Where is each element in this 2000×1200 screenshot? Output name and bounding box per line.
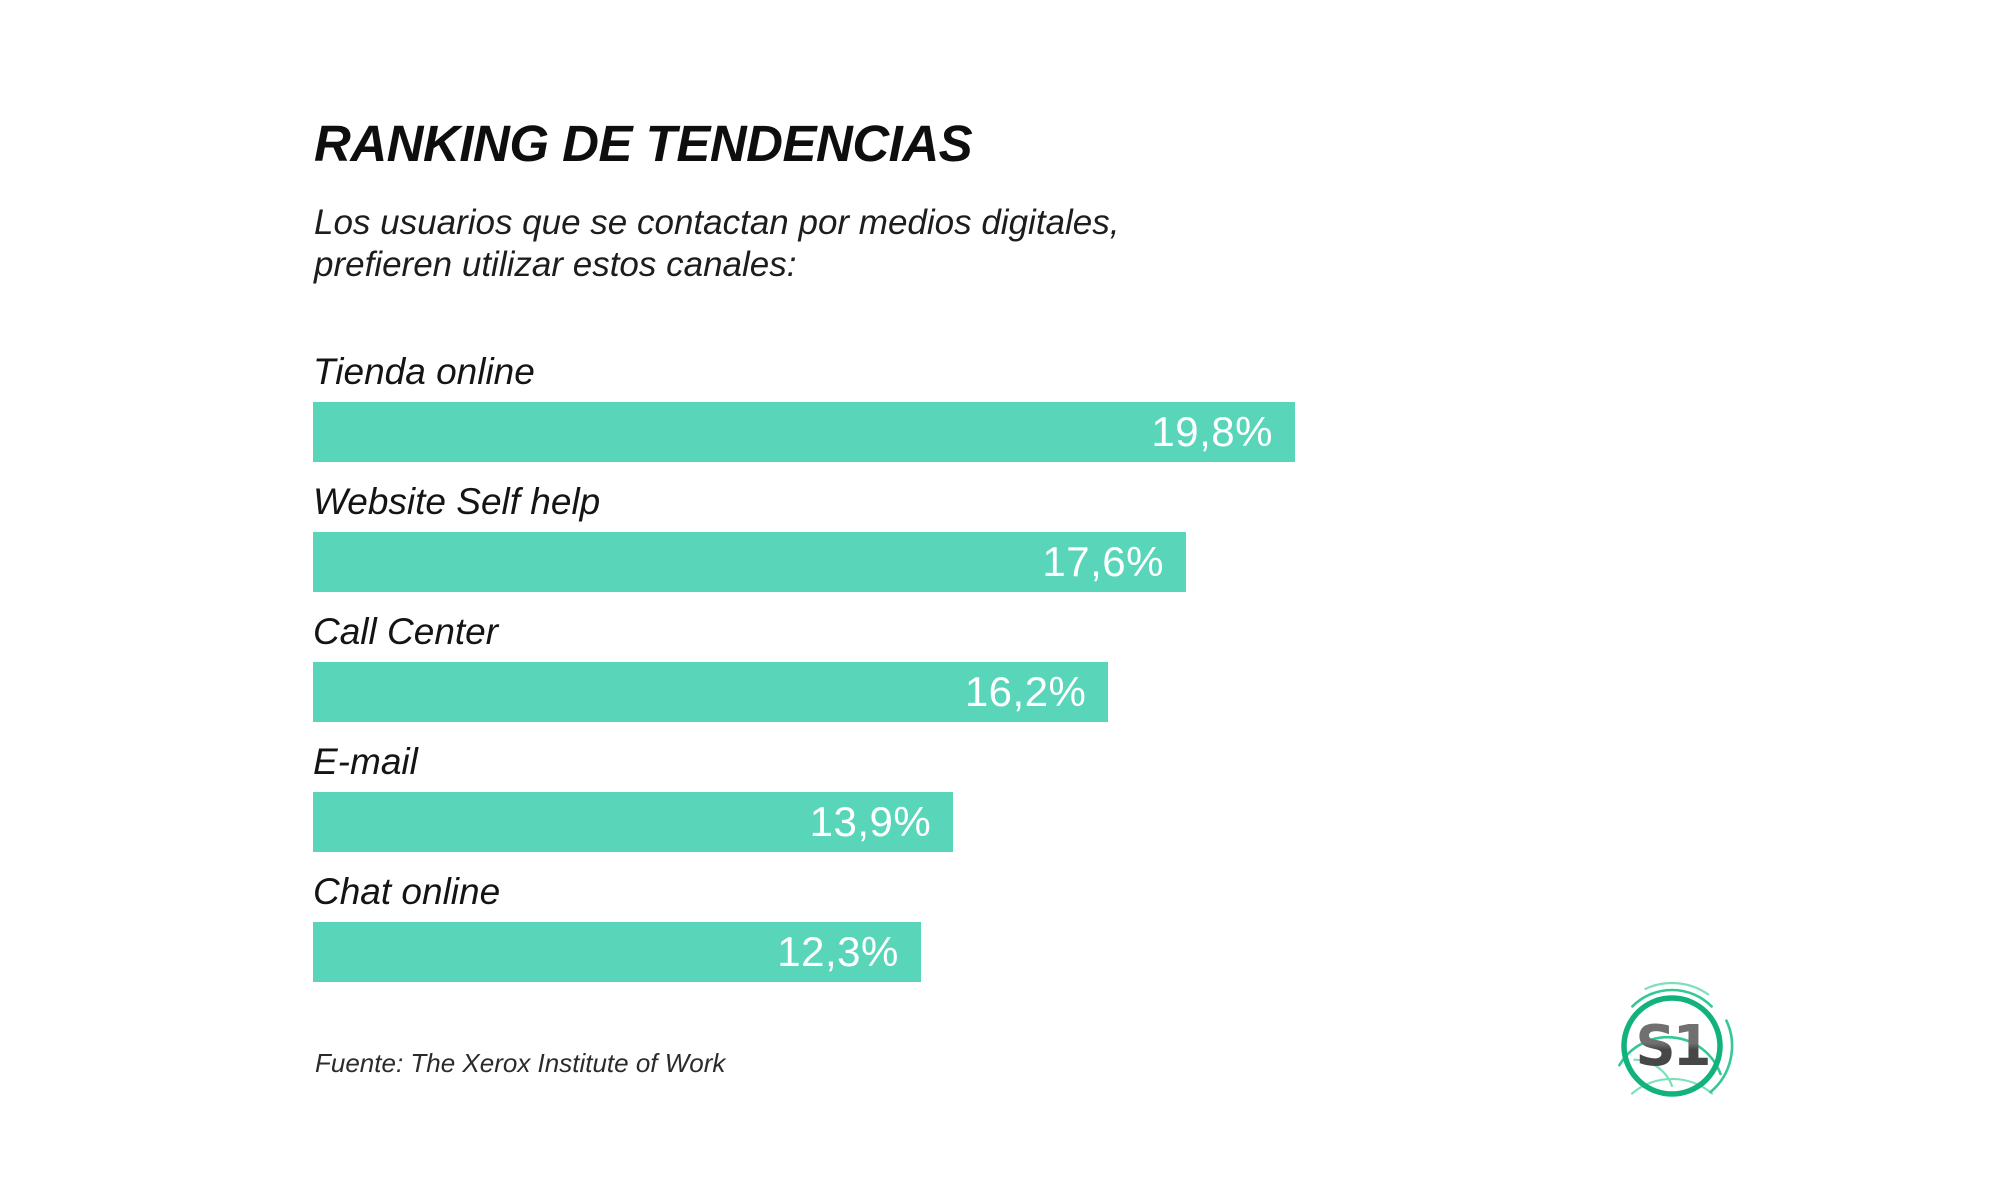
source-note: Fuente: The Xerox Institute of Work bbox=[315, 1048, 726, 1078]
bar: 13,9% bbox=[313, 792, 954, 852]
bar-chart: Tienda online 19,8% Website Self help 17… bbox=[313, 333, 1295, 983]
logo-arc-top-outer-icon bbox=[1644, 981, 1710, 996]
bar-category-label: Call Center bbox=[313, 611, 499, 652]
bar-value-label: 17,6% bbox=[1042, 538, 1164, 585]
bar: 17,6% bbox=[313, 532, 1186, 592]
logo-arc-top-icon bbox=[1631, 988, 1713, 1008]
chart-row: Website Self help 17,6% bbox=[313, 463, 1295, 593]
subtitle-line-2: prefieren utilizar estos canales: bbox=[314, 245, 797, 284]
bar: 12,3% bbox=[313, 922, 921, 982]
bar-value-label: 16,2% bbox=[964, 668, 1087, 715]
bar-value-label: 12,3% bbox=[777, 928, 899, 975]
bar-category-label: Website Self help bbox=[313, 481, 601, 522]
bar-value-label: 13,9% bbox=[809, 798, 932, 845]
bar-category-label: Chat online bbox=[313, 871, 501, 912]
s1-logo: S1 bbox=[1592, 966, 1752, 1126]
logo-text: S1 bbox=[1635, 1014, 1708, 1079]
bar: 16,2% bbox=[313, 662, 1109, 722]
page-title: RANKING DE TENDENCIAS bbox=[314, 115, 973, 172]
chart-row: Chat online 12,3% bbox=[313, 853, 1295, 983]
logo-arc-right-icon bbox=[1709, 1019, 1734, 1094]
bar-value-label: 19,8% bbox=[1151, 408, 1273, 455]
chart-row: E-mail 13,9% bbox=[313, 723, 1295, 853]
page-subtitle: Los usuarios que se contactan por medios… bbox=[314, 202, 1119, 286]
bar-category-label: Tienda online bbox=[313, 351, 535, 392]
subtitle-line-1: Los usuarios que se contactan por medios… bbox=[314, 203, 1120, 242]
logo-arc-bottom-outer-icon bbox=[1631, 1077, 1713, 1095]
chart-row: Tienda online 19,8% bbox=[313, 333, 1295, 463]
s1-logo-graphic: S1 bbox=[1618, 981, 1734, 1097]
logo-arc-bottom-icon bbox=[1618, 1035, 1722, 1076]
bar: 19,8% bbox=[313, 402, 1295, 462]
logo-ring-icon bbox=[1621, 995, 1723, 1097]
chart-row: Call Center 16,2% bbox=[313, 593, 1295, 723]
bar-category-label: E-mail bbox=[313, 741, 418, 782]
logo-arc-inner-icon bbox=[1633, 1058, 1674, 1088]
